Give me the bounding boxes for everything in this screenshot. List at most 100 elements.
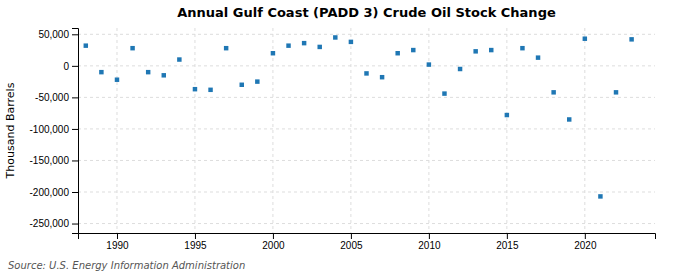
tick-label: -150,000: [30, 155, 70, 166]
tick-label: -200,000: [30, 187, 70, 198]
tick-mark: [72, 66, 78, 67]
grid: [78, 28, 655, 233]
tick-mark: [72, 129, 78, 130]
chart: 1990 1995 2000 2005 2010 2015 2020 50,000 0 -50,0…: [0, 0, 675, 275]
tick: 2000: [262, 233, 285, 251]
points: [84, 35, 634, 198]
grid-line: [194, 28, 195, 233]
grid-line: [78, 223, 655, 224]
point: [255, 79, 259, 83]
tick-mark: [117, 233, 118, 239]
point: [395, 51, 399, 55]
grid-line: [78, 97, 655, 98]
tick: -100,000: [30, 124, 78, 135]
tick: -250,000: [30, 218, 78, 229]
annotation: Source: U.S. Energy Information Administ…: [8, 260, 245, 271]
point: [442, 91, 446, 95]
grid-line: [116, 28, 117, 233]
grid-line: [428, 28, 429, 233]
tick: 0: [63, 61, 78, 72]
point: [130, 46, 134, 50]
tick-label: 2000: [262, 240, 285, 251]
tick-label: -250,000: [30, 218, 70, 229]
point: [99, 70, 103, 74]
tick: 2015: [496, 233, 519, 251]
tick-mark: [507, 233, 508, 239]
tick: -50,000: [35, 92, 78, 103]
tick-mark: [429, 233, 430, 239]
grid-line: [78, 34, 655, 35]
grid-line: [78, 192, 655, 193]
tick-mark: [72, 97, 78, 98]
point: [317, 45, 321, 49]
tick-label: 2010: [418, 240, 441, 251]
tick: 1995: [184, 233, 207, 251]
point: [224, 46, 228, 50]
point: [193, 87, 197, 91]
tick-label: 2015: [496, 240, 519, 251]
tick-label: 2020: [574, 240, 597, 251]
point: [489, 48, 493, 52]
tick-mark: [72, 160, 78, 161]
tick-mark: [72, 192, 78, 193]
point: [536, 55, 540, 59]
point: [115, 77, 119, 81]
point: [333, 35, 337, 39]
tick-label: 50,000: [38, 29, 69, 40]
point: [520, 46, 524, 50]
tick-mark: [72, 224, 78, 225]
tick: 2020: [574, 233, 597, 251]
tick-label: -100,000: [30, 124, 70, 135]
grid-line: [78, 65, 655, 66]
point: [177, 57, 181, 61]
point: [302, 41, 306, 45]
grid-line: [506, 28, 507, 233]
tick-label: -50,000: [35, 92, 69, 103]
tick-label: 1995: [184, 240, 207, 251]
title: Annual Gulf Coast (PADD 3) Crude Oil Sto…: [177, 5, 556, 20]
point: [349, 40, 353, 44]
tick-label: 1990: [106, 240, 129, 251]
tick: 50,000: [38, 29, 78, 40]
grid-line: [78, 128, 655, 129]
point: [583, 36, 587, 40]
tick: -150,000: [30, 155, 78, 166]
point: [614, 90, 618, 94]
point: [458, 67, 462, 71]
point: [84, 43, 88, 47]
point: [286, 43, 290, 47]
tick-mark: [273, 233, 274, 239]
point: [411, 48, 415, 52]
plot: 1990 1995 2000 2005 2010 2015 2020 50,000 0 -50,0…: [30, 28, 656, 251]
tick: 2010: [418, 233, 441, 251]
axis-line: [72, 29, 79, 234]
tick-label: 0: [63, 61, 69, 72]
grid-line: [350, 28, 351, 233]
tick-mark: [195, 233, 196, 239]
y-axis-title: Thousand Barrels: [4, 82, 17, 179]
point: [271, 51, 275, 55]
tick: 1990: [106, 233, 129, 251]
point: [208, 88, 212, 92]
tick-mark: [351, 233, 352, 239]
point: [473, 49, 477, 53]
axis-line: [79, 234, 656, 240]
grid-line: [584, 28, 585, 233]
tick-mark: [72, 34, 78, 35]
grid-line: [272, 28, 273, 233]
point: [364, 71, 368, 75]
point: [162, 73, 166, 77]
point: [146, 70, 150, 74]
point: [598, 194, 602, 198]
grid-line: [78, 160, 655, 161]
tick-label: 2005: [340, 240, 363, 251]
point: [505, 113, 509, 117]
y-axis: 50,000 0 -50,000 -100,000 -150,000 -200,000 -2…: [30, 29, 79, 234]
tick: -200,000: [30, 187, 78, 198]
point: [629, 37, 633, 41]
tick: 2005: [340, 233, 363, 251]
x-axis: 1990 1995 2000 2005 2010 2015 2020: [79, 233, 656, 251]
point: [380, 75, 384, 79]
point: [567, 117, 571, 121]
point: [427, 62, 431, 66]
